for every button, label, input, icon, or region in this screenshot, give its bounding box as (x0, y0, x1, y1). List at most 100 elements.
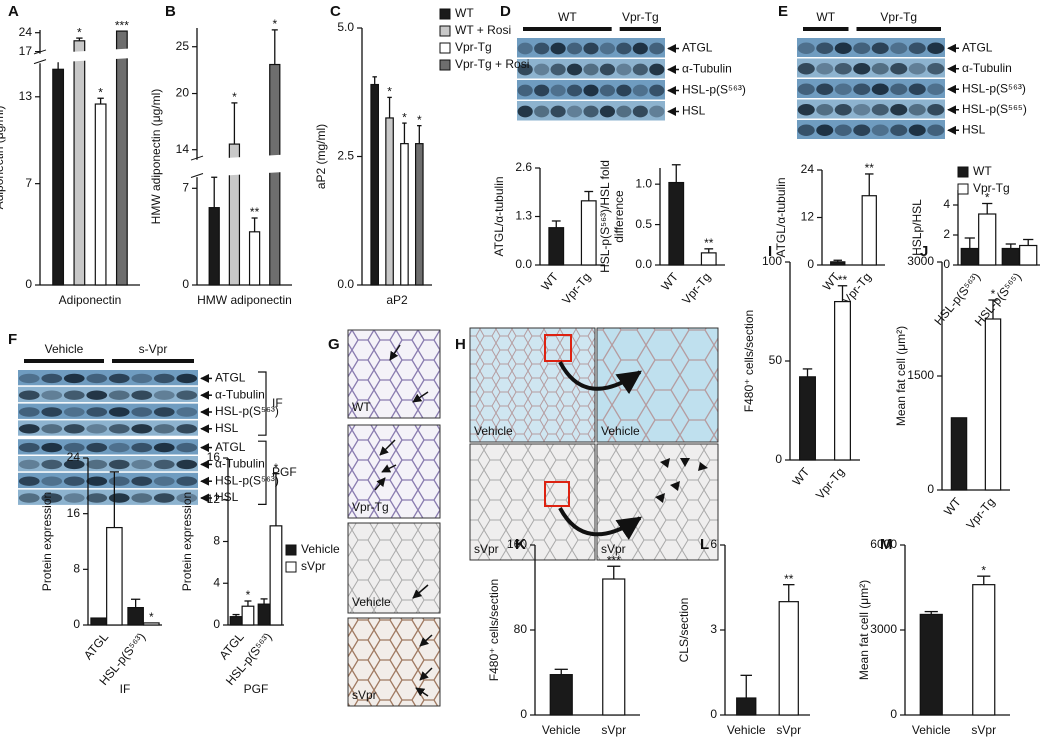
bar (400, 143, 409, 286)
row-label: HSL-p(S⁵⁶³) (215, 473, 279, 487)
x-tick-label: WT (658, 269, 681, 293)
blot-band (853, 63, 871, 75)
row-label: α-Tubulin (215, 387, 265, 401)
error-bar (417, 125, 422, 144)
error-bar (97, 97, 104, 105)
x-tick-label: Adiponectin (59, 293, 122, 307)
x-tick-label: WT (538, 269, 561, 293)
blot-band (131, 493, 153, 503)
bar (1001, 247, 1020, 266)
x-tick-label: Vpr-Tg (813, 465, 847, 502)
y-tick-label: 3000 (907, 254, 934, 268)
micrograph-label: sVpr (601, 542, 626, 556)
blot-band (649, 105, 665, 118)
panel-letter: D (500, 3, 511, 20)
axis-break-mark (33, 59, 47, 65)
error-bar (802, 368, 813, 377)
error-bar (988, 299, 998, 319)
y-axis-label: difference (612, 190, 626, 243)
error-bar (372, 76, 377, 85)
significance: ** (784, 572, 794, 586)
blot-band (18, 493, 40, 503)
y-tick-label: 0 (520, 707, 527, 721)
blot-band (816, 124, 834, 136)
y-tick-label: 24 (19, 25, 33, 39)
y-tick-label: 8 (73, 562, 80, 576)
blot-band (834, 63, 852, 75)
blot-band (834, 42, 852, 54)
error-bar (402, 122, 407, 144)
error-bar (109, 471, 119, 528)
error-bar (272, 473, 280, 526)
micrograph (347, 329, 441, 419)
blot-band (108, 476, 130, 486)
blot-band (63, 442, 85, 453)
error-bar (1005, 243, 1016, 249)
row-label: HSL (215, 421, 239, 435)
x-tick-label: Vehicle (542, 723, 581, 737)
y-tick-label: 0.0 (337, 277, 354, 291)
y-tick-label: 3 (710, 622, 717, 636)
blot-band (153, 459, 175, 470)
blot-band (41, 424, 63, 434)
blot-band (41, 442, 63, 453)
significance: ** (704, 236, 714, 250)
y-axis-label: HMW adiponectin (μg/ml) (149, 89, 163, 225)
row-label: ATGL (962, 40, 993, 54)
error-bar (833, 259, 843, 262)
blot-band (517, 42, 533, 55)
micrograph (469, 327, 596, 443)
blot-band (853, 124, 871, 136)
y-tick-label: 2 (943, 227, 950, 241)
blot-band (176, 390, 198, 400)
blot-band (797, 42, 815, 54)
blot-band (616, 63, 632, 76)
legend-swatch (439, 25, 451, 37)
bar (972, 584, 996, 716)
arrowheads (655, 458, 708, 503)
blot-band (816, 63, 834, 75)
y-axis-label: CLS/section (677, 598, 691, 663)
bar (919, 613, 943, 716)
x-tick-label: Vehicle (912, 723, 951, 737)
y-axis-label: aP2 (mg/ml) (314, 124, 328, 189)
blot-band (63, 390, 85, 400)
y-tick-label: 0 (182, 277, 189, 291)
bar (960, 247, 979, 266)
axis-break (191, 154, 292, 178)
blot-band (566, 84, 583, 97)
blot-band (41, 373, 63, 384)
bar (414, 143, 424, 286)
blot-band (517, 84, 533, 97)
y-tick-label: 0 (25, 277, 32, 291)
legend-swatch (285, 561, 297, 573)
y-tick-label: 0 (73, 617, 80, 631)
y-axis-label: Protein expression (180, 492, 194, 591)
y-tick-label: 4 (213, 575, 220, 589)
blot-band (41, 407, 63, 417)
group-label: Vpr-Tg (622, 10, 659, 24)
blot-band (649, 84, 665, 97)
blot-band (927, 104, 945, 116)
legend-swatch (957, 183, 969, 195)
bar-chart: I 0 50 100 F480⁺ cells/section ** WT Vpr-Tg (742, 243, 860, 502)
blot-band (927, 63, 945, 75)
legend-swatch (285, 544, 297, 556)
x-tick-label: Vpr-Tg (679, 270, 713, 307)
blot-strip (797, 58, 945, 78)
blot-band (18, 373, 40, 384)
row-label: α-Tubulin (962, 61, 1012, 75)
blot-band (599, 63, 616, 76)
bar (580, 200, 597, 266)
blot-band (890, 63, 908, 75)
group-label: s-Vpr (139, 342, 168, 356)
blot-band (86, 390, 108, 400)
significance: * (402, 110, 407, 124)
bar-chart: C 0.0 2.5 5.0 aP2 (mg/ml) * * * aP2 WT WT + Rosi Vp… (314, 3, 529, 307)
blot-strip (18, 472, 198, 489)
row-label: HSL-p(S⁵⁶³) (682, 83, 746, 97)
blot-strip (18, 386, 198, 403)
bar (602, 578, 626, 716)
significance: ** (250, 205, 260, 219)
